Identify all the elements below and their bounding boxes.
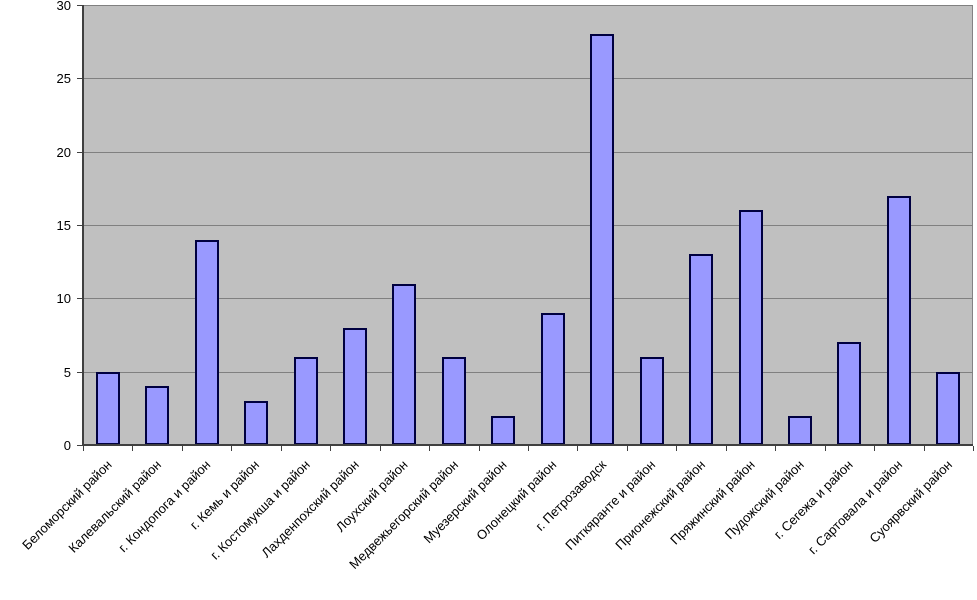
x-axis-tick <box>825 446 826 451</box>
x-axis-category-label-text: Пряжинский район <box>667 457 758 548</box>
gridline <box>83 78 973 79</box>
x-axis-tick <box>627 446 628 451</box>
x-axis-tick <box>429 446 430 451</box>
x-axis-tick <box>528 446 529 451</box>
bar <box>936 372 960 445</box>
bar <box>788 416 812 445</box>
bar <box>491 416 515 445</box>
bar <box>739 210 763 445</box>
x-axis-tick <box>924 446 925 451</box>
x-axis-category-label-text: Питкяранте и район <box>562 457 659 553</box>
gridline <box>83 298 973 299</box>
y-axis-tick-label: 5 <box>63 365 71 380</box>
x-axis-category-label-text: Прионежский район <box>611 457 708 553</box>
bar <box>689 254 713 445</box>
x-axis-tick <box>83 446 84 451</box>
x-axis-category-label-text: Муезерский район <box>420 457 510 547</box>
bar <box>145 386 169 445</box>
y-axis-tick <box>77 225 83 226</box>
y-axis-line <box>82 5 84 445</box>
bar <box>442 357 466 445</box>
y-axis-tick-label: 25 <box>56 71 71 86</box>
y-axis-tick <box>77 298 83 299</box>
x-axis-category-label-text: Калевальский район <box>65 457 164 556</box>
bar <box>392 284 416 445</box>
x-axis-tick <box>182 446 183 451</box>
x-axis-category-label-text: Лахденпохский район <box>258 457 362 561</box>
x-axis-tick <box>479 446 480 451</box>
x-axis-line <box>82 444 973 446</box>
x-axis-tick <box>231 446 232 451</box>
bar <box>887 196 911 445</box>
x-axis-category-label-text: г. Кондопога и район <box>115 457 214 556</box>
x-axis-tick <box>874 446 875 451</box>
x-axis-category-label-text: г. Сартовала и район <box>805 457 906 558</box>
bar <box>195 240 219 445</box>
y-axis-tick <box>77 78 83 79</box>
y-axis-tick-label: 20 <box>56 145 71 160</box>
bar <box>96 372 120 445</box>
x-axis-tick <box>973 446 974 451</box>
x-axis-tick <box>330 446 331 451</box>
gridline <box>83 372 973 373</box>
y-axis-tick-label: 10 <box>56 291 71 306</box>
x-axis-category-label-text: Суоярвский район <box>865 457 955 546</box>
bar <box>343 328 367 445</box>
bar <box>541 313 565 445</box>
bar <box>837 342 861 445</box>
x-axis-tick <box>726 446 727 451</box>
x-axis-tick <box>577 446 578 451</box>
y-axis-tick <box>77 372 83 373</box>
gridline <box>83 5 973 6</box>
x-axis-tick <box>281 446 282 451</box>
y-axis-tick-label: 0 <box>63 438 71 453</box>
y-axis-tick-label: 30 <box>56 0 71 13</box>
x-axis-tick <box>775 446 776 451</box>
bar <box>590 34 614 445</box>
x-axis-tick <box>132 446 133 451</box>
bar <box>244 401 268 445</box>
x-axis-tick <box>676 446 677 451</box>
bar <box>640 357 664 445</box>
x-axis-tick <box>380 446 381 451</box>
y-axis-tick <box>77 5 83 6</box>
y-axis-tick-label: 15 <box>56 218 71 233</box>
y-axis-tick <box>77 152 83 153</box>
gridline <box>83 225 973 226</box>
gridline <box>83 152 973 153</box>
y-axis-tick <box>77 445 83 446</box>
x-axis-category-label-text: Беломорский район <box>19 457 115 553</box>
bar <box>294 357 318 445</box>
